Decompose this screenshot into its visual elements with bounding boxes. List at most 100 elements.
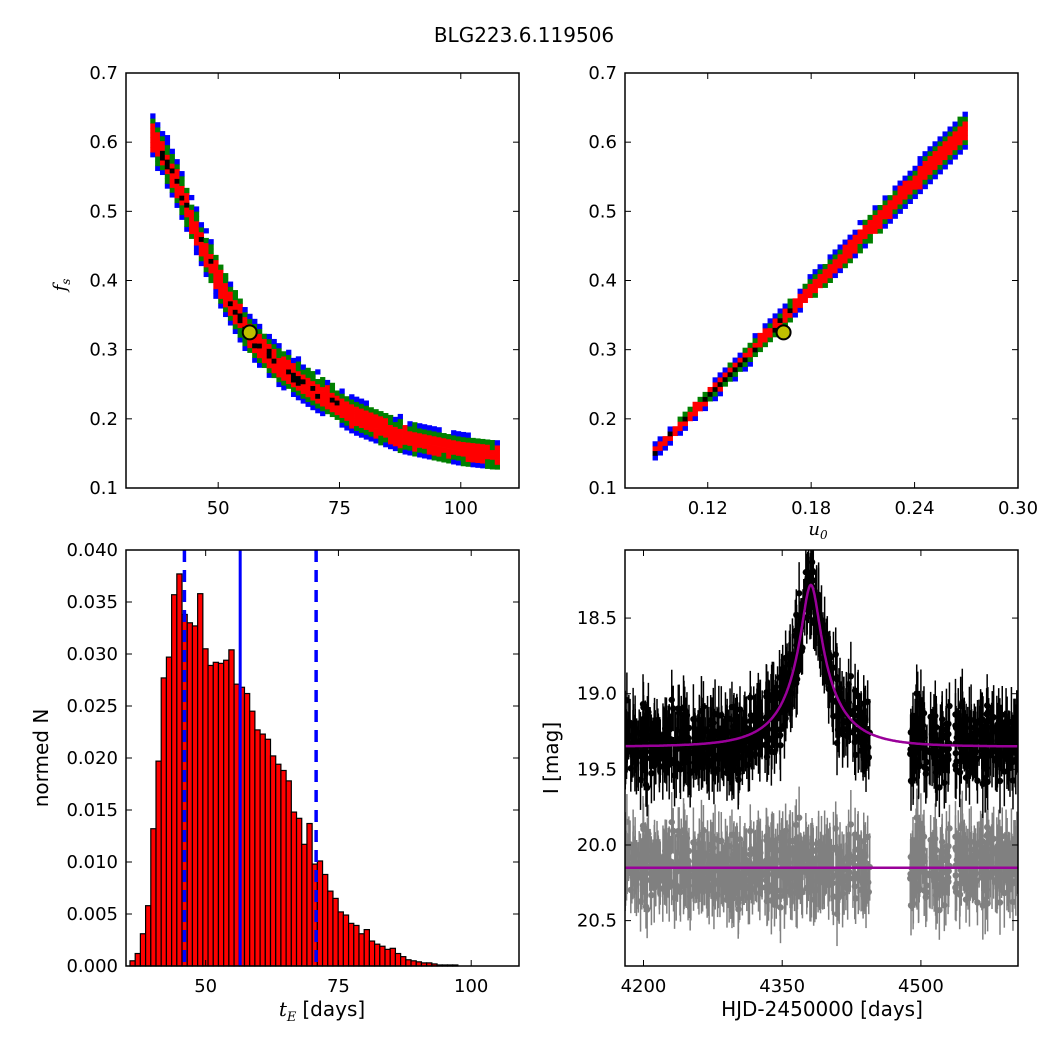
p1-cell (426, 430, 433, 436)
p4-residual-point (996, 847, 1004, 854)
p2-cell (927, 169, 933, 175)
p2-cell (882, 218, 888, 224)
p2-cell (842, 253, 848, 259)
p1-cell (485, 463, 491, 469)
p3-ytick-label: 0.040 (66, 540, 118, 561)
p2-cell (682, 421, 688, 427)
p1-cell (460, 446, 467, 452)
p4-residual-point (643, 906, 651, 913)
p2-cell (892, 185, 898, 191)
p1-cell (164, 149, 171, 155)
p2-cell (957, 144, 963, 150)
p1-cell (203, 266, 209, 273)
p1-cell (305, 396, 311, 403)
p3-bar (155, 760, 162, 967)
p1-cell (189, 233, 195, 239)
p2-cell (732, 362, 738, 368)
p2-cell (787, 303, 793, 309)
p1-cell (257, 357, 263, 363)
p1-cell (218, 288, 224, 295)
p2-cell (832, 258, 838, 264)
p1-cell (232, 290, 238, 296)
p1-cell (310, 400, 316, 406)
p2-cell (917, 170, 923, 176)
p1-cell (281, 380, 287, 386)
p1-cell (252, 347, 258, 354)
p1-cell (446, 458, 452, 464)
p1-cell (276, 367, 282, 373)
p4-residual-point (625, 818, 631, 825)
p2-cell (822, 264, 828, 270)
p2-cell (792, 312, 798, 318)
p1-cell (392, 421, 399, 427)
p3-bar (249, 710, 256, 967)
p1-cell (441, 452, 447, 458)
p4-data-point (714, 731, 722, 739)
p3-bar (144, 905, 152, 967)
p1-cell (257, 343, 263, 349)
p4-data-point (793, 680, 800, 687)
p4-residual-point (782, 827, 789, 835)
p4-residual-point (735, 906, 742, 913)
p1-cell (305, 367, 311, 374)
p1-xtick-label: 50 (207, 498, 230, 519)
p1-cell (431, 431, 437, 437)
p1-cell (290, 391, 297, 397)
p4-residual-point (830, 893, 837, 900)
p2-cell (847, 234, 853, 240)
p1-cell (373, 414, 379, 420)
p1-cell (417, 428, 423, 434)
p1-cell (436, 441, 442, 447)
p1-cell (329, 382, 336, 389)
p2-cell (867, 224, 873, 230)
p2-cell (797, 288, 803, 294)
p3-bar (191, 625, 199, 967)
p4-residual-point (1006, 886, 1014, 893)
p2-cell (917, 165, 923, 171)
p1-cell (198, 251, 205, 257)
p1-cell (363, 419, 369, 426)
p1-cell (397, 433, 403, 439)
p2-cell (652, 445, 658, 452)
p1-cell (446, 434, 452, 440)
p3-bar (316, 860, 324, 967)
p1-cell (257, 328, 263, 334)
p4-data-point (917, 733, 924, 741)
p2-cell (952, 121, 958, 127)
p1-cell (169, 177, 175, 184)
p2-cell (847, 253, 853, 259)
p1-cell (373, 423, 379, 429)
p4-data-point (1012, 756, 1018, 764)
p1-cell (295, 375, 302, 381)
p2-cell (662, 436, 668, 442)
p1-cell (324, 384, 331, 390)
p4-xtick-label: 4200 (621, 976, 667, 997)
p1-cell (164, 168, 171, 175)
p1-cell (339, 403, 345, 409)
p4-data-point (923, 758, 930, 766)
p4-data-point (663, 717, 670, 724)
p1-cell (320, 406, 326, 412)
p2-cell (922, 165, 928, 171)
p4-residual-point (818, 847, 825, 854)
p2-cell (877, 219, 883, 225)
p1-cell (266, 372, 272, 378)
p1-cell (232, 309, 238, 315)
p1-cell (431, 455, 437, 461)
p1-cell (402, 444, 408, 450)
p3-bar (254, 729, 261, 967)
p4-data-point (983, 702, 991, 709)
p1-cell (155, 156, 161, 162)
p1-cell (455, 460, 462, 466)
p1-cell (431, 440, 437, 446)
p2-cell (932, 155, 938, 161)
p1-cell (169, 192, 175, 198)
p2-cell (937, 141, 943, 147)
p4-data-point (774, 715, 781, 722)
p1-cell (213, 283, 219, 290)
p4-data-point (938, 716, 946, 723)
p4-data-point (825, 685, 832, 693)
p1-cell (397, 418, 403, 425)
p1-cell (460, 451, 467, 457)
p1-cell (426, 449, 433, 455)
